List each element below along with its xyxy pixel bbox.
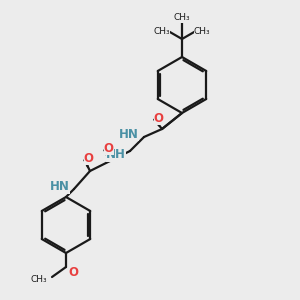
Text: CH₃: CH₃: [174, 14, 190, 22]
Text: CH₃: CH₃: [154, 26, 170, 35]
Text: HN: HN: [50, 181, 70, 194]
Text: HN: HN: [119, 128, 139, 140]
Text: NH: NH: [106, 148, 126, 161]
Text: O: O: [84, 152, 94, 165]
Text: CH₃: CH₃: [30, 274, 47, 284]
Text: O: O: [154, 112, 164, 125]
Text: O: O: [103, 142, 114, 155]
Text: CH₃: CH₃: [194, 26, 210, 35]
Text: O: O: [68, 266, 78, 280]
